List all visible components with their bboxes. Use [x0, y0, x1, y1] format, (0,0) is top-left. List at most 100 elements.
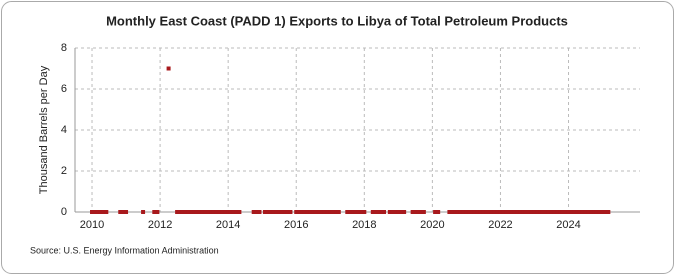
point: [538, 210, 543, 214]
point: [532, 210, 537, 214]
point: [518, 210, 523, 214]
point: [279, 210, 284, 214]
point: [180, 210, 185, 214]
point: [436, 210, 441, 214]
x-tick-label: 2016: [284, 219, 308, 231]
point: [399, 210, 404, 214]
point: [390, 210, 395, 214]
point: [189, 210, 194, 214]
point: [606, 210, 611, 214]
point: [317, 210, 322, 214]
point: [555, 210, 560, 214]
point: [186, 210, 191, 214]
point: [373, 210, 378, 214]
point: [577, 210, 582, 214]
point: [211, 210, 216, 214]
x-tick-label: 2018: [352, 219, 376, 231]
x-tick-label: 2024: [556, 219, 580, 231]
point: [166, 66, 171, 71]
point: [302, 210, 307, 214]
x-tick-label: 2022: [488, 219, 512, 231]
point: [254, 210, 259, 214]
y-tick-label: 2: [61, 165, 67, 177]
point: [359, 210, 364, 214]
point: [526, 210, 531, 214]
point: [300, 210, 305, 214]
point: [328, 210, 333, 214]
y-tick-label: 0: [61, 206, 67, 218]
point: [305, 210, 310, 214]
point: [192, 210, 197, 214]
point: [489, 210, 494, 214]
x-tick-label: 2010: [80, 219, 104, 231]
point: [294, 210, 299, 214]
point: [523, 210, 528, 214]
point: [413, 210, 418, 214]
point: [257, 210, 262, 214]
point: [470, 210, 475, 214]
point: [226, 210, 231, 214]
point: [141, 210, 146, 214]
point: [345, 210, 350, 214]
point: [379, 210, 384, 214]
point: [566, 210, 571, 214]
point: [501, 210, 506, 214]
point: [325, 210, 330, 214]
point: [351, 210, 356, 214]
point: [234, 210, 239, 214]
point: [214, 210, 219, 214]
point: [549, 210, 554, 214]
point: [92, 210, 97, 214]
y-tick-label: 4: [61, 124, 67, 136]
y-axis-label: Thousand Barrels per Day: [38, 65, 50, 194]
point: [308, 210, 313, 214]
point: [268, 210, 273, 214]
point: [231, 210, 236, 214]
point: [410, 210, 415, 214]
point: [464, 210, 469, 214]
point: [382, 210, 387, 214]
point: [353, 210, 358, 214]
point: [237, 210, 242, 214]
x-tick-label: 2014: [216, 219, 240, 231]
point: [458, 210, 463, 214]
point: [495, 210, 500, 214]
point: [603, 210, 608, 214]
point: [334, 210, 339, 214]
point: [370, 210, 375, 214]
point: [203, 210, 208, 214]
point: [206, 210, 211, 214]
point: [396, 210, 401, 214]
point: [592, 210, 597, 214]
point: [535, 210, 540, 214]
point: [336, 210, 341, 214]
point: [580, 210, 585, 214]
point: [200, 210, 205, 214]
point: [558, 210, 563, 214]
point: [402, 210, 407, 214]
point: [419, 210, 424, 214]
point: [155, 210, 160, 214]
point: [356, 210, 361, 214]
point: [586, 210, 591, 214]
point: [475, 210, 480, 214]
point: [322, 210, 327, 214]
chart-title: Monthly East Coast (PADD 1) Exports to L…: [106, 13, 568, 28]
point: [152, 210, 157, 214]
point: [228, 210, 233, 214]
point: [498, 210, 503, 214]
point: [504, 210, 509, 214]
point: [197, 210, 202, 214]
point: [521, 210, 526, 214]
point: [104, 210, 109, 214]
point: [455, 210, 460, 214]
point: [594, 210, 599, 214]
point: [271, 210, 276, 214]
point: [277, 210, 282, 214]
point: [296, 210, 301, 214]
point: [362, 210, 367, 214]
point: [529, 210, 534, 214]
point: [98, 210, 103, 214]
y-tick-label: 6: [61, 83, 67, 95]
